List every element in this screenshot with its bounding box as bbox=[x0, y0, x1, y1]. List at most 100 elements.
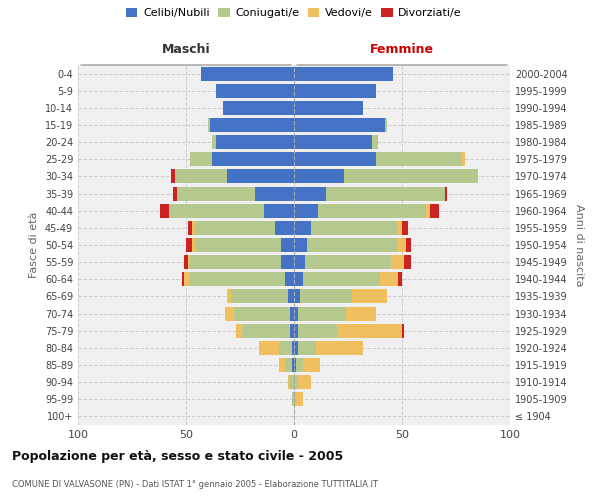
Bar bbox=[175, 170, 227, 183]
Bar bbox=[352, 290, 387, 304]
Bar bbox=[294, 255, 305, 269]
Bar bbox=[292, 358, 294, 372]
Bar bbox=[178, 186, 255, 200]
Bar bbox=[294, 392, 296, 406]
Bar bbox=[311, 221, 398, 235]
Bar bbox=[298, 375, 311, 389]
Text: COMUNE DI VALVASONE (PN) - Dati ISTAT 1° gennaio 2005 - Elaborazione TUTTITALIA.: COMUNE DI VALVASONE (PN) - Dati ISTAT 1°… bbox=[12, 480, 378, 489]
Bar bbox=[326, 186, 445, 200]
Bar bbox=[232, 290, 287, 304]
Bar bbox=[307, 238, 398, 252]
Bar bbox=[294, 204, 318, 218]
Bar bbox=[186, 238, 193, 252]
Bar bbox=[182, 272, 184, 286]
Bar bbox=[194, 238, 281, 252]
Bar bbox=[406, 238, 410, 252]
Bar bbox=[376, 152, 463, 166]
Bar bbox=[227, 170, 294, 183]
Bar bbox=[294, 272, 302, 286]
Bar bbox=[184, 255, 188, 269]
Bar bbox=[402, 324, 404, 338]
Bar bbox=[294, 84, 376, 98]
Bar bbox=[286, 358, 292, 372]
Bar bbox=[398, 272, 402, 286]
Bar bbox=[264, 204, 294, 218]
Bar bbox=[227, 290, 232, 304]
Bar bbox=[294, 238, 307, 252]
Bar bbox=[188, 255, 190, 269]
Bar bbox=[281, 238, 294, 252]
Bar bbox=[426, 204, 430, 218]
Bar bbox=[344, 170, 478, 183]
Bar bbox=[169, 204, 264, 218]
Bar bbox=[194, 221, 275, 235]
Bar bbox=[305, 255, 391, 269]
Bar bbox=[294, 66, 394, 80]
Bar bbox=[212, 135, 216, 149]
Bar bbox=[287, 290, 294, 304]
Bar bbox=[212, 152, 294, 166]
Bar bbox=[294, 170, 344, 183]
Bar bbox=[463, 152, 464, 166]
Bar bbox=[210, 118, 294, 132]
Bar bbox=[233, 306, 290, 320]
Bar bbox=[223, 101, 294, 115]
Bar bbox=[279, 358, 286, 372]
Bar bbox=[385, 118, 387, 132]
Bar bbox=[292, 392, 294, 406]
Bar bbox=[225, 306, 233, 320]
Text: Femmine: Femmine bbox=[370, 42, 434, 56]
Y-axis label: Anni di nascita: Anni di nascita bbox=[574, 204, 584, 286]
Bar bbox=[445, 186, 448, 200]
Bar bbox=[294, 358, 296, 372]
Bar bbox=[294, 375, 298, 389]
Bar bbox=[298, 306, 346, 320]
Bar bbox=[294, 341, 298, 355]
Bar bbox=[171, 170, 175, 183]
Bar bbox=[301, 290, 352, 304]
Bar bbox=[294, 221, 311, 235]
Bar bbox=[294, 186, 326, 200]
Bar bbox=[294, 306, 298, 320]
Bar bbox=[302, 272, 380, 286]
Bar bbox=[290, 375, 294, 389]
Bar bbox=[296, 358, 302, 372]
Bar bbox=[294, 135, 372, 149]
Bar bbox=[190, 152, 212, 166]
Bar bbox=[173, 186, 178, 200]
Bar bbox=[160, 204, 169, 218]
Bar bbox=[292, 341, 294, 355]
Bar bbox=[302, 358, 320, 372]
Bar bbox=[294, 290, 301, 304]
Text: Popolazione per età, sesso e stato civile - 2005: Popolazione per età, sesso e stato civil… bbox=[12, 450, 343, 463]
Bar bbox=[296, 392, 302, 406]
Legend: Celibi/Nubili, Coniugati/e, Vedovi/e, Divorziati/e: Celibi/Nubili, Coniugati/e, Vedovi/e, Di… bbox=[124, 6, 464, 20]
Bar bbox=[346, 306, 376, 320]
Bar bbox=[391, 255, 404, 269]
Y-axis label: Fasce di età: Fasce di età bbox=[29, 212, 39, 278]
Bar bbox=[242, 324, 290, 338]
Bar bbox=[430, 204, 439, 218]
Bar bbox=[404, 255, 410, 269]
Bar bbox=[380, 272, 398, 286]
Bar bbox=[216, 135, 294, 149]
Bar bbox=[290, 306, 294, 320]
Bar bbox=[294, 118, 385, 132]
Bar bbox=[281, 255, 294, 269]
Bar bbox=[190, 272, 286, 286]
Bar bbox=[337, 324, 402, 338]
Bar bbox=[298, 341, 316, 355]
Bar bbox=[316, 341, 363, 355]
Bar bbox=[275, 221, 294, 235]
Bar bbox=[318, 204, 426, 218]
Bar bbox=[236, 324, 242, 338]
Bar bbox=[216, 84, 294, 98]
Bar bbox=[193, 221, 194, 235]
Text: Maschi: Maschi bbox=[161, 42, 211, 56]
Bar bbox=[190, 255, 281, 269]
Bar bbox=[398, 238, 406, 252]
Bar bbox=[259, 341, 279, 355]
Bar bbox=[286, 272, 294, 286]
Bar bbox=[287, 375, 290, 389]
Bar bbox=[298, 324, 337, 338]
